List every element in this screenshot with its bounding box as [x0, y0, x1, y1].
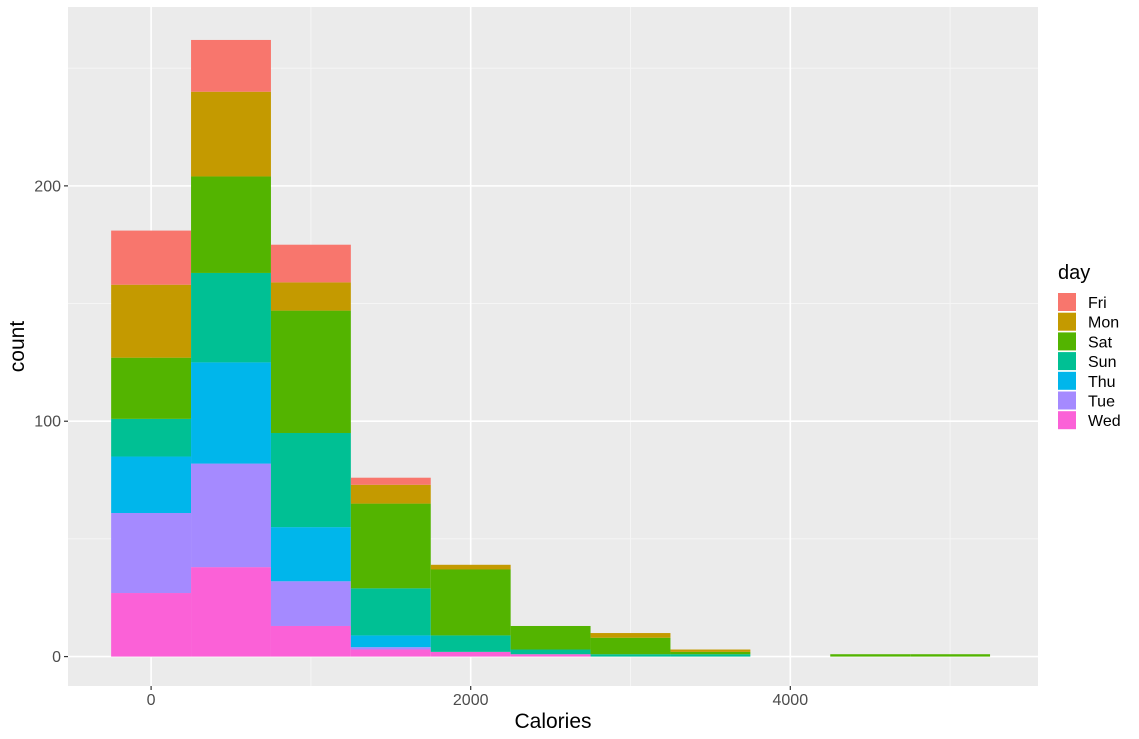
legend-key-wed — [1058, 411, 1076, 430]
legend-label-thu: Thu — [1088, 374, 1116, 391]
bar-segment-sun — [430, 635, 511, 652]
bar-segment-tue — [350, 647, 431, 650]
legend-key-tue — [1058, 391, 1076, 410]
legend-label-wed: Wed — [1088, 413, 1121, 430]
bar-segment-mon — [350, 484, 431, 504]
bar-segment-sun — [111, 418, 192, 457]
bar-segment-thu — [270, 527, 351, 582]
x-tick-label: 4000 — [773, 692, 809, 709]
bar-segment-fri — [350, 477, 431, 485]
bar-segment-mon — [111, 284, 192, 358]
bar-segment-thu — [111, 456, 192, 514]
legend-label-fri: Fri — [1088, 295, 1107, 312]
bar-segment-sat — [270, 310, 351, 433]
bar-segment-fri — [111, 230, 192, 285]
bar-segment-sun — [270, 432, 351, 528]
bar-segment-sun — [510, 649, 591, 655]
legend-label-tue: Tue — [1088, 394, 1115, 411]
legend-label-sat: Sat — [1088, 334, 1113, 351]
legend-label-sun: Sun — [1088, 354, 1116, 371]
bar-segment-tue — [111, 513, 192, 594]
bar-segment-wed — [111, 593, 192, 657]
legend-key-fri — [1058, 293, 1076, 311]
bar-segment-mon — [590, 633, 671, 638]
legend: day Fri Mon Sat Sun Thu Tue Wed — [1058, 262, 1121, 430]
bar-segment-sat — [830, 654, 911, 657]
bar-segment-mon — [191, 91, 271, 177]
bar-segment-wed — [350, 649, 431, 657]
y-axis-title: count — [6, 321, 29, 373]
bar-segment-thu — [191, 362, 271, 464]
bar-segment-sat — [590, 637, 671, 655]
legend-items: Fri Mon Sat Sun Thu Tue Wed — [1058, 293, 1121, 430]
legend-key-thu — [1058, 371, 1076, 390]
bar-segment-wed — [191, 567, 271, 657]
histogram-bars — [111, 39, 991, 657]
y-tick-label: 0 — [52, 649, 61, 666]
bar-segment-mon — [270, 282, 351, 311]
bar-segment-wed — [430, 651, 511, 657]
bar-segment-mon — [430, 564, 511, 570]
bar-segment-sat — [191, 176, 271, 273]
y-tick-label: 200 — [34, 178, 61, 195]
legend-key-sat — [1058, 332, 1076, 351]
bar-segment-tue — [270, 581, 351, 626]
bar-segment-wed — [510, 654, 591, 657]
x-tick-label: 0 — [147, 692, 156, 709]
bar-segment-sat — [510, 625, 591, 650]
bar-segment-sat — [910, 654, 991, 657]
bar-segment-sat — [111, 357, 192, 419]
legend-key-sun — [1058, 352, 1076, 371]
x-axis-title: Calories — [514, 710, 591, 733]
legend-title: day — [1058, 262, 1090, 284]
bar-segment-mon — [670, 649, 751, 652]
x-tick-label: 2000 — [453, 692, 489, 709]
legend-label-mon: Mon — [1088, 315, 1119, 332]
bar-segment-sat — [670, 651, 751, 655]
bar-segment-sun — [350, 588, 431, 636]
bar-segment-sun — [590, 654, 671, 657]
bar-segment-fri — [191, 39, 271, 92]
bar-segment-thu — [350, 635, 431, 648]
x-axis: 0 2000 4000 — [147, 686, 809, 709]
bar-segment-sun — [670, 654, 751, 657]
bar-segment-wed — [270, 625, 351, 657]
legend-key-mon — [1058, 312, 1076, 331]
y-axis: 0 100 200 — [34, 178, 68, 666]
bar-segment-sun — [191, 272, 271, 363]
bar-segment-tue — [191, 463, 271, 568]
bar-segment-sat — [430, 569, 511, 636]
y-tick-label: 100 — [34, 414, 61, 431]
bar-segment-sat — [350, 503, 431, 589]
bar-segment-fri — [270, 244, 351, 283]
